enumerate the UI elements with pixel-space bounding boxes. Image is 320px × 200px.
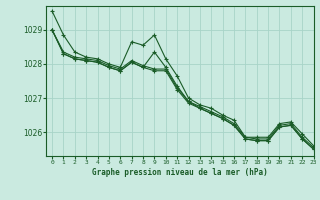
X-axis label: Graphe pression niveau de la mer (hPa): Graphe pression niveau de la mer (hPa) bbox=[92, 168, 268, 177]
